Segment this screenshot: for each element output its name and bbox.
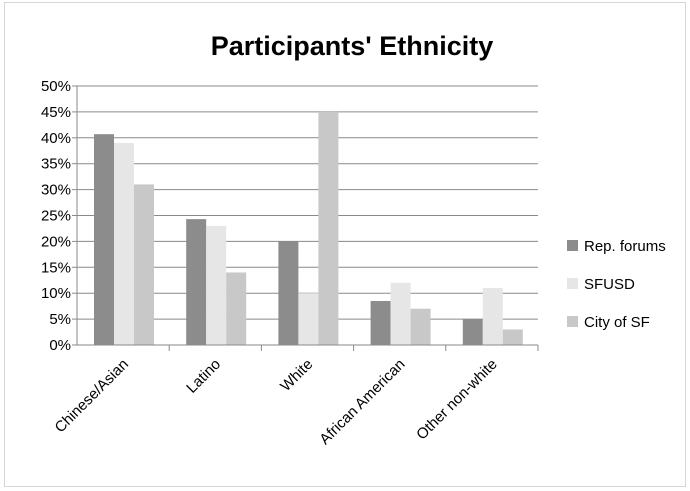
bar-group xyxy=(94,111,523,346)
bar-rep-forums xyxy=(278,241,299,345)
bar-rep-forums xyxy=(186,219,207,345)
bar-sfusd xyxy=(390,282,411,345)
legend: Rep. forums SFUSD City of SF xyxy=(567,238,666,331)
y-tick-label: 20% xyxy=(41,233,71,250)
axes xyxy=(72,85,539,351)
legend-label: SFUSD xyxy=(584,276,635,293)
y-tick-label: 15% xyxy=(41,259,71,276)
x-category-label: Latino xyxy=(183,356,224,397)
legend-swatch xyxy=(567,240,578,251)
bar-sfusd xyxy=(298,293,319,345)
y-tick-label: 45% xyxy=(41,104,71,121)
bar-rep-forums xyxy=(370,300,391,345)
bar-city-of-sf xyxy=(410,308,431,345)
y-tick-label: 0% xyxy=(49,337,71,354)
x-category-label: White xyxy=(277,356,316,395)
y-tick-label: 50% xyxy=(41,78,71,95)
bar-city-of-sf xyxy=(134,184,154,345)
x-category-label: African American xyxy=(316,356,408,448)
x-category-label: Chinese/Asian xyxy=(52,356,132,436)
y-tick-label: 5% xyxy=(49,311,71,328)
y-tick-label: 10% xyxy=(41,285,71,302)
bar-city-of-sf xyxy=(226,272,247,345)
y-tick-label: 25% xyxy=(41,208,71,225)
bar-rep-forums xyxy=(462,319,483,345)
x-category-label: Other non-white xyxy=(413,356,500,443)
bar-city-of-sf xyxy=(502,329,523,345)
y-tick-label: 30% xyxy=(41,182,71,199)
legend-label: Rep. forums xyxy=(584,238,666,255)
y-tick-label: 40% xyxy=(41,130,71,147)
bar-sfusd xyxy=(206,225,227,345)
legend-swatch xyxy=(567,316,578,327)
bar-sfusd xyxy=(114,142,134,345)
legend-label: City of SF xyxy=(584,314,650,331)
bar-sfusd xyxy=(482,288,503,345)
bar-rep-forums xyxy=(94,134,114,345)
y-tick-label: 35% xyxy=(41,156,71,173)
bar-city-of-sf xyxy=(318,111,339,346)
chart-title: Participants' Ethnicity xyxy=(211,31,494,61)
legend-swatch xyxy=(567,278,578,289)
